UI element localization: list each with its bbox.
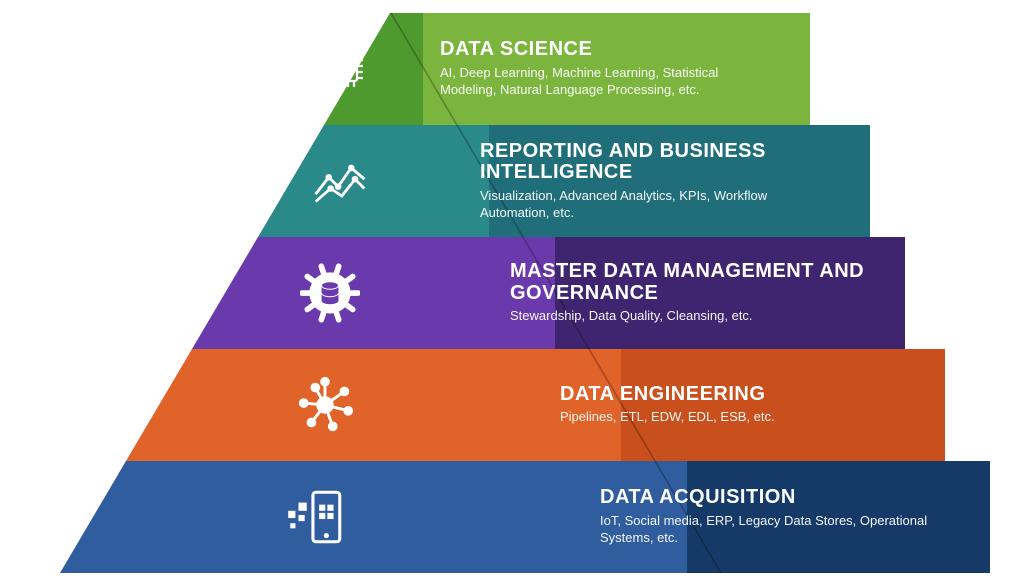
layer-title: REPORTING AND BUSINESS INTELLIGENCE — [480, 141, 832, 184]
layer-title: MASTER DATA MANAGEMENT AND GOVERNANCE — [510, 261, 867, 304]
layer-text: DATA SCIENCE AI, Deep Learning, Machine L… — [440, 13, 792, 125]
layer-text: MASTER DATA MANAGEMENT AND GOVERNANCE Ste… — [510, 237, 887, 349]
svg-text:AI: AI — [339, 64, 350, 76]
layer-subtitle: Visualization, Advanced Analytics, KPIs,… — [480, 188, 832, 222]
layer-text: REPORTING AND BUSINESS INTELLIGENCE Visua… — [480, 125, 852, 237]
layer-subtitle: Pipelines, ETL, EDW, EDL, ESB, etc. — [560, 409, 907, 426]
pyramid-layer-data-engineering: DATA ENGINEERING Pipelines, ETL, EDW, EDL… — [0, 349, 1024, 461]
layer-subtitle: Stewardship, Data Quality, Cleansing, et… — [510, 308, 867, 325]
layer-text: DATA ACQUISITION IoT, Social media, ERP, … — [600, 461, 972, 573]
layer-title: DATA ENGINEERING — [560, 384, 907, 406]
layer-text: DATA ENGINEERING Pipelines, ETL, EDW, EDL… — [560, 349, 927, 461]
pyramid-diagram: AI DATA SCIENCE AI, Deep Learning, Machin… — [0, 0, 1024, 581]
pyramid-layer-mdm-governance: MASTER DATA MANAGEMENT AND GOVERNANCE Ste… — [0, 237, 1024, 349]
layer-subtitle: IoT, Social media, ERP, Legacy Data Stor… — [600, 513, 952, 547]
pyramid-layer-reporting-bi: REPORTING AND BUSINESS INTELLIGENCE Visua… — [0, 125, 1024, 237]
layer-title: DATA SCIENCE — [440, 39, 772, 61]
pyramid-layer-data-science: AI DATA SCIENCE AI, Deep Learning, Machin… — [0, 13, 1024, 125]
layer-title: DATA ACQUISITION — [600, 487, 952, 509]
layer-subtitle: AI, Deep Learning, Machine Learning, Sta… — [440, 65, 772, 99]
pyramid-layer-data-acquisition: DATA ACQUISITION IoT, Social media, ERP, … — [0, 461, 1024, 573]
